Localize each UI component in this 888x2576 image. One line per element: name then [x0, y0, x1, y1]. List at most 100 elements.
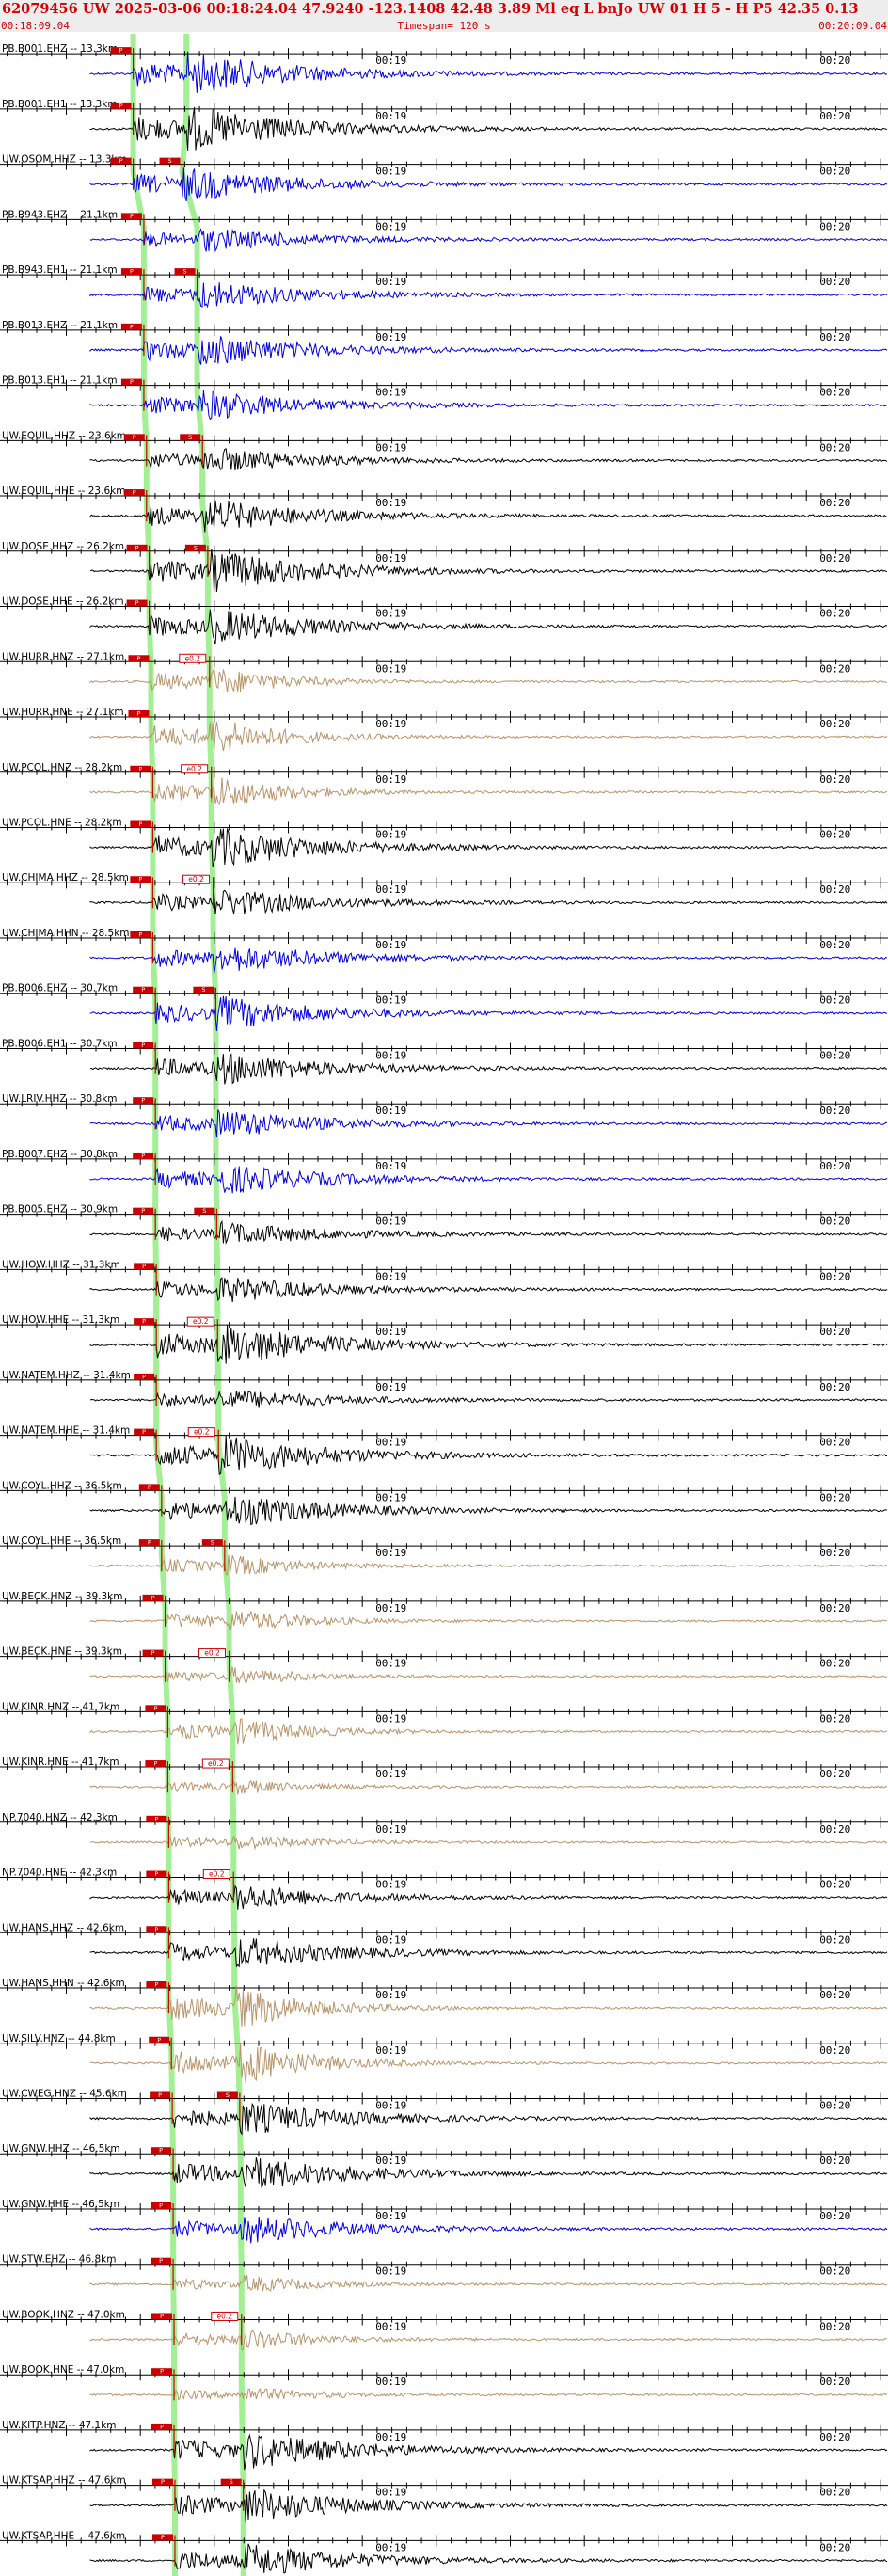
- s-pick-marker[interactable]: e0.2: [202, 1869, 234, 1903]
- p-pick-box[interactable]: [128, 655, 150, 662]
- p-pick-box[interactable]: [151, 2257, 172, 2265]
- channel-row[interactable]: 00:19 00:20 UW.SILV.HNZ -- 44.8km P: [0, 2033, 888, 2084]
- channel-row[interactable]: 00:19 00:20 UW.BECK.HNZ -- 39.3km P: [0, 1591, 888, 1632]
- s-pick-marker[interactable]: e0.2: [187, 1427, 219, 1461]
- channel-row[interactable]: 00:19 00:20 UW.LRIV.HHZ -- 30.8km P: [0, 1093, 888, 1138]
- p-pick-marker[interactable]: P: [110, 157, 135, 190]
- p-pick-box[interactable]: [146, 1870, 167, 1878]
- p-pick-marker[interactable]: P: [120, 378, 145, 411]
- s-pick-marker[interactable]: e0.2: [201, 1758, 233, 1793]
- s-pick-box[interactable]: [211, 2311, 239, 2321]
- channel-row[interactable]: 00:19 00:20 PB.B001.EH1 -- 13.3km P: [0, 99, 888, 151]
- channel-row[interactable]: 00:19 00:20 PB.B001.EHZ -- 13.3km P: [0, 43, 888, 93]
- p-pick-box[interactable]: [120, 323, 142, 330]
- s-pick-marker[interactable]: e0.2: [181, 764, 213, 798]
- p-pick-marker[interactable]: P: [110, 102, 135, 135]
- p-pick-box[interactable]: [151, 2534, 173, 2541]
- s-pick-marker[interactable]: S: [220, 2478, 245, 2511]
- channel-row[interactable]: 00:19 00:20 UW.HANS.HHN -- 42.6km P: [0, 1978, 888, 2027]
- s-pick-marker[interactable]: S: [174, 268, 198, 301]
- p-pick-marker[interactable]: P: [146, 1981, 169, 2014]
- p-pick-marker[interactable]: P: [130, 820, 153, 853]
- p-pick-marker[interactable]: P: [151, 2478, 176, 2511]
- channel-row[interactable]: 00:19 00:20 PB.B006.EHZ -- 30.7km P S: [0, 983, 888, 1032]
- channel-row[interactable]: 00:19 00:20 UW.NATEM.HHZ -- 31.4km P: [0, 1370, 888, 1408]
- s-pick-marker[interactable]: S: [184, 544, 209, 577]
- p-pick-marker[interactable]: P: [142, 1594, 166, 1627]
- s-pick-box[interactable]: [181, 764, 209, 774]
- p-pick-marker[interactable]: P: [145, 1705, 169, 1738]
- channel-row[interactable]: 00:19 00:20 UW.KTSAP.HHE -- 47.6km P: [0, 2530, 888, 2574]
- s-pick-marker[interactable]: S: [193, 986, 216, 1019]
- channel-row[interactable]: 00:19 00:20 PB.B005.EHZ -- 30.9km P S: [0, 1204, 888, 1245]
- p-pick-marker[interactable]: P: [133, 1207, 156, 1240]
- p-pick-marker[interactable]: P: [120, 213, 145, 246]
- channel-row[interactable]: 00:19 00:20 UW.GNW.HHE -- 46.5km P: [0, 2199, 888, 2244]
- channel-row[interactable]: 00:19 00:20 UW.BOOK.HNE -- 47.0km P: [0, 2364, 888, 2401]
- s-pick-marker[interactable]: e0.2: [182, 874, 214, 909]
- p-pick-box[interactable]: [123, 489, 145, 497]
- s-pick-box[interactable]: [201, 1758, 230, 1769]
- p-pick-box[interactable]: [134, 1318, 155, 1326]
- p-pick-marker[interactable]: P: [128, 655, 152, 688]
- p-pick-box[interactable]: [150, 2091, 171, 2099]
- p-pick-box[interactable]: [133, 1097, 154, 1105]
- p-pick-box[interactable]: [110, 102, 132, 109]
- p-pick-marker[interactable]: P: [110, 47, 135, 80]
- channel-row[interactable]: 00:19 00:20 UW.PCOL.HNE -- 28.2km P: [0, 817, 888, 867]
- s-pick-marker[interactable]: e0.2: [179, 653, 211, 688]
- channel-row[interactable]: 00:19 00:20 PB.B943.EH1 -- 21.1km P S: [0, 264, 888, 309]
- channel-row[interactable]: 00:19 00:20 UW.HANS.HHZ -- 42.6km P: [0, 1922, 888, 1968]
- p-pick-marker[interactable]: P: [138, 1484, 163, 1517]
- p-pick-box[interactable]: [133, 1207, 154, 1215]
- p-pick-marker[interactable]: P: [146, 1926, 169, 1959]
- p-pick-marker[interactable]: P: [151, 2423, 175, 2457]
- p-pick-box[interactable]: [133, 1042, 154, 1049]
- p-pick-marker[interactable]: P: [134, 1263, 157, 1296]
- channel-row[interactable]: 00:19 00:20 UW.HURR.HNE -- 27.1km P: [0, 707, 888, 753]
- p-pick-marker[interactable]: P: [134, 1318, 157, 1351]
- channel-row[interactable]: 00:19 00:20 PB.B013.EHZ -- 21.1km P: [0, 320, 888, 365]
- s-pick-box[interactable]: [186, 1316, 214, 1327]
- p-pick-box[interactable]: [133, 986, 154, 994]
- channel-row[interactable]: 00:19 00:20 UW.EQUIL.HHZ -- 23.6km P S: [0, 430, 888, 471]
- s-pick-marker[interactable]: S: [180, 434, 203, 467]
- s-pick-box[interactable]: [216, 2091, 238, 2099]
- p-pick-box[interactable]: [151, 2202, 172, 2209]
- p-pick-box[interactable]: [138, 1484, 160, 1491]
- p-pick-box[interactable]: [130, 876, 151, 883]
- s-pick-box[interactable]: [220, 2478, 242, 2486]
- channel-row[interactable]: 00:19 00:20 UW.HOW.HHZ -- 31.3km P: [0, 1259, 888, 1303]
- p-pick-marker[interactable]: P: [126, 599, 151, 632]
- p-pick-marker[interactable]: P: [123, 489, 148, 522]
- p-pick-marker[interactable]: P: [130, 930, 153, 964]
- channel-row[interactable]: 00:19 00:20 UW.KITP.HNZ -- 47.1km P: [0, 2420, 888, 2471]
- p-pick-box[interactable]: [134, 1428, 155, 1436]
- s-pick-box[interactable]: [179, 653, 207, 663]
- channel-row[interactable]: 00:19 00:20 PB.B007.EHZ -- 30.8km P: [0, 1149, 888, 1194]
- p-pick-box[interactable]: [138, 1539, 160, 1547]
- p-pick-marker[interactable]: P: [133, 986, 156, 1019]
- p-pick-marker[interactable]: P: [130, 765, 153, 798]
- p-pick-box[interactable]: [120, 268, 142, 276]
- p-pick-marker[interactable]: P: [134, 1428, 157, 1461]
- p-pick-box[interactable]: [120, 213, 142, 220]
- channel-row[interactable]: 00:19 00:20 PB.B943.EHZ -- 21.1km P: [0, 209, 888, 253]
- p-pick-box[interactable]: [151, 2313, 173, 2320]
- s-pick-box[interactable]: [174, 268, 196, 276]
- p-pick-marker[interactable]: P: [120, 268, 145, 301]
- s-pick-box[interactable]: [194, 1207, 215, 1215]
- p-pick-marker[interactable]: P: [133, 1042, 156, 1074]
- p-pick-box[interactable]: [142, 1649, 164, 1657]
- p-pick-box[interactable]: [151, 2147, 172, 2155]
- p-pick-marker[interactable]: P: [130, 876, 153, 909]
- p-pick-marker[interactable]: P: [151, 2368, 175, 2401]
